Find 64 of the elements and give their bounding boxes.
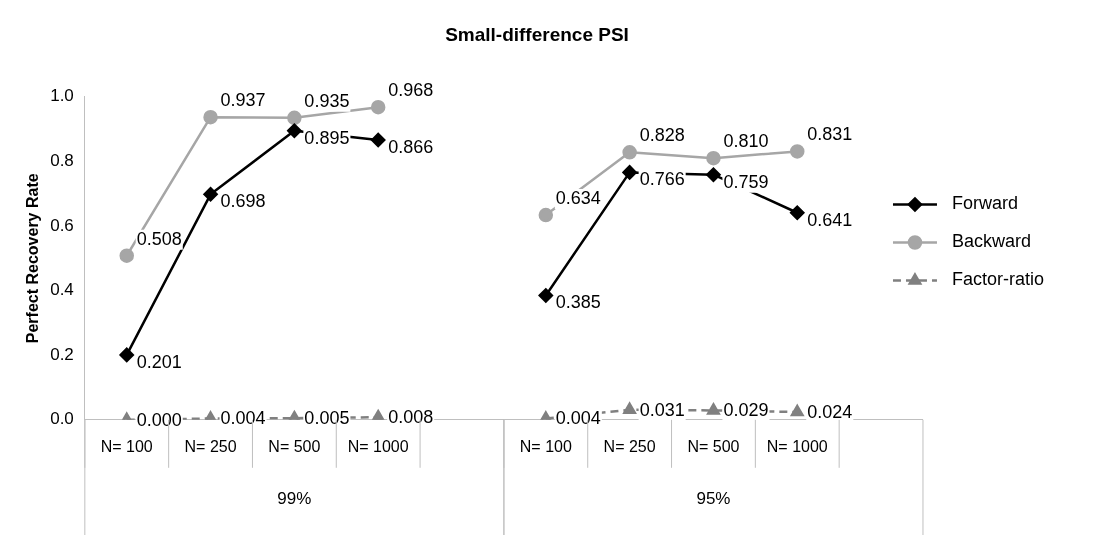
data-label: 0.008	[388, 407, 434, 428]
text: 95%	[696, 489, 731, 509]
point	[622, 145, 637, 160]
data-label: 0.634	[555, 187, 601, 208]
data-label: 0.935	[304, 90, 350, 111]
point	[538, 288, 554, 303]
point	[790, 144, 805, 159]
point	[706, 167, 721, 182]
data-label: 0.937	[220, 90, 266, 111]
x-tick-label: N= 100	[100, 437, 153, 455]
data-label: 0.005	[304, 408, 350, 429]
point	[370, 99, 386, 115]
data-label: 0.004	[220, 408, 266, 429]
data-label: 0.866	[388, 137, 434, 158]
point	[622, 165, 637, 180]
x-tick-label: N= 100	[519, 437, 572, 455]
point	[790, 404, 804, 417]
y-tick-label: 0.4	[50, 280, 74, 300]
data-label: 0.201	[136, 351, 182, 372]
legend-label: Factor-ratio	[951, 269, 1045, 290]
point	[623, 402, 637, 415]
data-label: 0.641	[807, 209, 853, 230]
point	[203, 109, 218, 125]
y-tick-label: 1.0	[50, 86, 74, 106]
data-label: 0.029	[723, 400, 769, 421]
x-tick-label: N= 250	[184, 437, 237, 455]
x-tick-label: N= 1000	[766, 437, 828, 455]
point	[119, 248, 134, 263]
data-label: 0.759	[723, 171, 769, 192]
data-label: 0.968	[388, 80, 434, 101]
y-tick-label: 0.2	[50, 344, 74, 364]
point	[203, 187, 218, 202]
x-tick-label: N= 500	[687, 437, 740, 455]
data-label: 0.895	[304, 127, 350, 148]
data-label: 0.831	[807, 124, 853, 145]
data-label: 0.000	[136, 409, 182, 430]
y-tick-label: 0.0	[50, 409, 74, 429]
data-label: 0.698	[220, 191, 266, 212]
point	[538, 207, 554, 223]
point	[119, 347, 134, 363]
point	[790, 205, 805, 221]
chart-title: Small-difference PSI	[445, 23, 629, 45]
point	[370, 132, 386, 148]
point	[707, 403, 720, 415]
data-label: 0.004	[555, 408, 601, 429]
point	[287, 110, 302, 126]
data-label: 0.508	[136, 228, 182, 249]
point	[287, 123, 302, 138]
x-tick-label: N= 250	[603, 437, 656, 455]
y-tick-label: 0.6	[50, 215, 74, 235]
legend-label: Forward	[951, 193, 1018, 214]
data-label: 0.766	[639, 169, 685, 190]
data-label: 0.385	[555, 292, 601, 313]
data-label: 0.024	[807, 402, 853, 423]
y-axis-title: Perfect Recovery Rate	[24, 173, 42, 344]
data-label: 0.810	[723, 131, 769, 152]
text: 99%	[277, 489, 312, 509]
legend-label: Backward	[951, 231, 1032, 252]
data-label: 0.031	[639, 399, 685, 420]
data-label: 0.828	[639, 125, 685, 146]
x-tick-label: N= 500	[268, 437, 321, 455]
x-tick-label: N= 1000	[347, 437, 409, 455]
point	[706, 150, 721, 166]
y-tick-label: 0.8	[50, 151, 74, 171]
